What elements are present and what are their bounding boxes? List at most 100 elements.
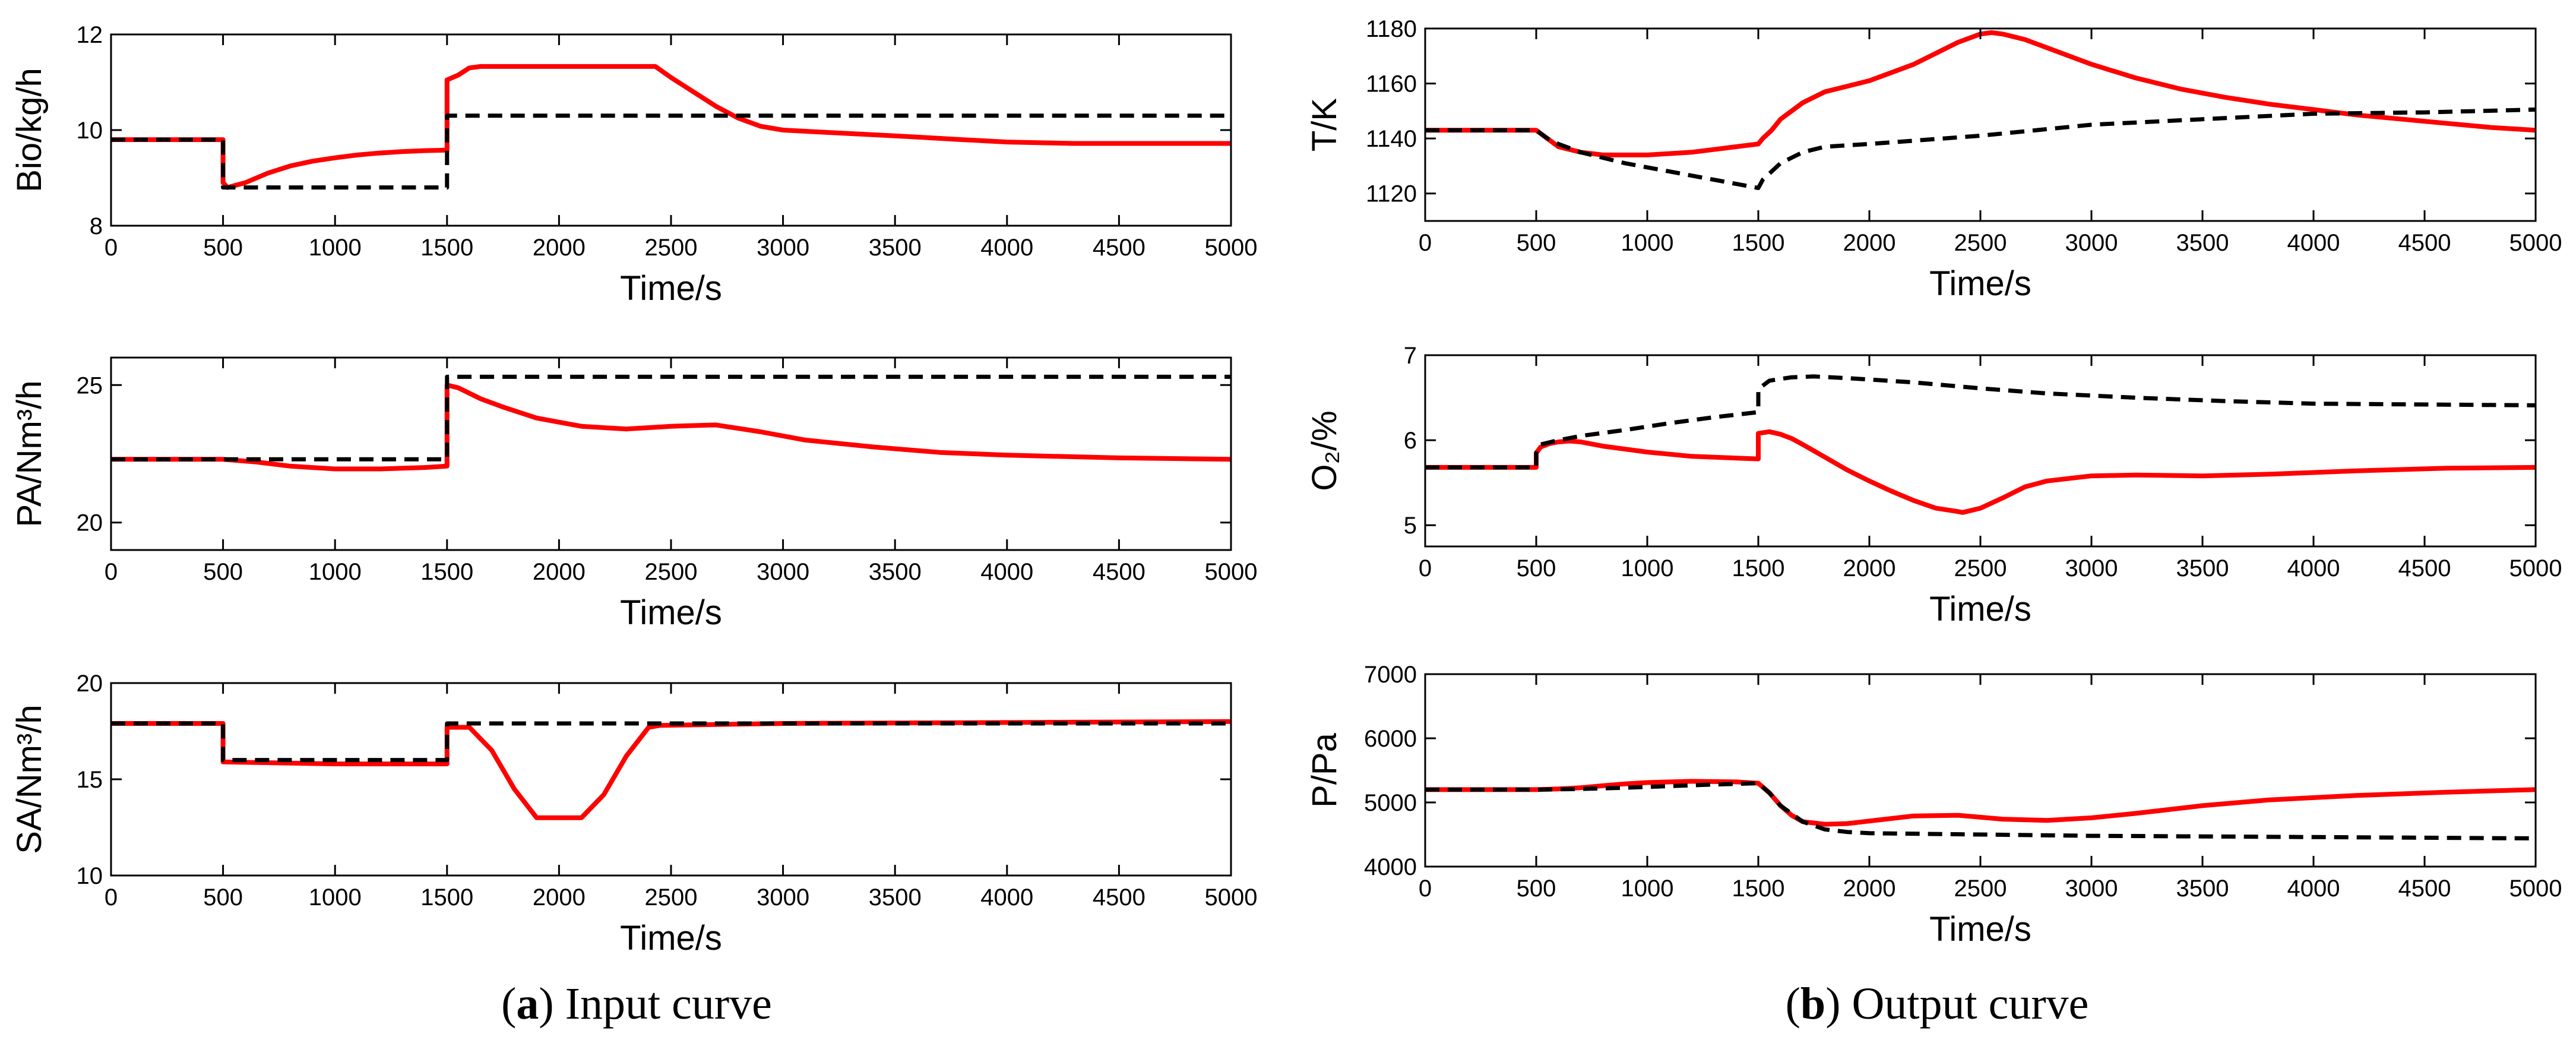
y-tick-label: 20 xyxy=(77,510,103,536)
x-tick-label: 3000 xyxy=(757,559,809,585)
panel-bio: 0 500 1000 1500 2000 2500 3000 3500 4000 4500 5000… xyxy=(10,22,1257,308)
x-tick-label: 4500 xyxy=(1093,235,1145,261)
y-axis-label-pressure: P/Pa xyxy=(1305,732,1344,807)
x-tick-label: 4500 xyxy=(2398,876,2451,902)
x-tick-label: 1000 xyxy=(309,559,362,585)
x-tick-label: 1500 xyxy=(420,235,473,261)
axes-frame-pa xyxy=(110,356,1232,551)
y-tick-label: 1180 xyxy=(1366,16,1417,42)
x-tick-label: 2500 xyxy=(1954,230,2007,256)
series-dashed-bio xyxy=(111,113,1231,190)
x-tick-label: 500 xyxy=(203,235,243,261)
x-tick-label: 4000 xyxy=(2287,555,2340,581)
x-tick-label: 4500 xyxy=(2398,555,2451,581)
axes-frame-o2 xyxy=(1424,354,2537,548)
series-solid-pressure xyxy=(1425,779,2536,827)
x-tick-label: 5000 xyxy=(1205,884,1258,911)
x-tick-label: 1500 xyxy=(1732,876,1785,902)
y-tick-label: 8 xyxy=(90,213,103,239)
x-tick-label: 3500 xyxy=(869,884,922,911)
x-tick-label: 3000 xyxy=(2065,555,2118,581)
x-tick-label: 2500 xyxy=(645,884,698,911)
x-tick-label: 4000 xyxy=(2287,230,2340,256)
y-axis-label-temp: T/K xyxy=(1305,98,1344,152)
caption-b-text: Output curve xyxy=(1841,979,2089,1029)
x-tick-label: 1500 xyxy=(420,559,473,585)
x-tick-label: 5000 xyxy=(2509,230,2562,256)
caption-a-letter: a xyxy=(516,979,539,1029)
y-axis-label-bio: Bio/kg/h xyxy=(10,68,49,192)
x-tick-label: 2000 xyxy=(1843,230,1896,256)
x-tick-label: 3500 xyxy=(2176,230,2229,256)
caption-b: (b) Output curve xyxy=(1786,979,2089,1029)
x-tick-label: 4000 xyxy=(980,884,1033,911)
x-tick-label: 0 xyxy=(1419,230,1432,256)
x-tick-label: 3000 xyxy=(2065,876,2118,902)
x-tick-label: 3500 xyxy=(869,235,922,261)
y-tick-label: 10 xyxy=(77,118,103,144)
y-tick-label: 25 xyxy=(77,372,103,399)
x-tick-label: 3500 xyxy=(869,559,922,585)
x-tick-label: 2500 xyxy=(1954,555,2007,581)
x-tick-label: 2500 xyxy=(645,559,698,585)
axes-frame-bio xyxy=(110,33,1232,227)
panel-o2: 0 500 1000 1500 2000 2500 3000 3500 4000 4500 5000… xyxy=(1305,343,2562,628)
y-tick-label: 5000 xyxy=(1364,790,1417,816)
x-tick-label: 3000 xyxy=(2065,230,2118,256)
x-tick-label: 0 xyxy=(105,559,118,585)
x-tick-label: 500 xyxy=(1517,555,1556,581)
series-solid-temp xyxy=(1425,30,2536,157)
panel-pa: 0 500 1000 1500 2000 2500 3000 3500 4000 4500 5000… xyxy=(10,356,1258,632)
x-axis-label-pressure: Time/s xyxy=(1929,910,2031,949)
y-tick-label: 7000 xyxy=(1364,662,1417,688)
x-tick-label: 500 xyxy=(203,884,243,911)
panel-temp: 0 500 1000 1500 2000 2500 3000 3500 4000 4500 5000… xyxy=(1305,16,2562,303)
x-axis-label-temp: Time/s xyxy=(1929,264,2031,303)
x-axis-label-pa: Time/s xyxy=(620,593,722,632)
x-tick-label: 0 xyxy=(105,235,118,261)
x-tick-label: 3000 xyxy=(757,884,809,911)
x-tick-label: 4000 xyxy=(2287,876,2340,902)
x-tick-label: 4500 xyxy=(1093,884,1145,911)
x-tick-label: 2000 xyxy=(533,884,586,911)
x-tick-label: 2000 xyxy=(533,559,586,585)
x-tick-label: 3500 xyxy=(2176,555,2229,581)
y-tick-label: 12 xyxy=(77,22,103,48)
y-axis-label-sa: SA/Nm³/h xyxy=(10,704,49,854)
y-tick-label: 6000 xyxy=(1364,726,1417,752)
y-tick-label: 6 xyxy=(1404,428,1417,454)
series-solid-sa xyxy=(111,719,1232,820)
x-tick-label: 2500 xyxy=(645,235,698,261)
x-tick-label: 1000 xyxy=(1621,555,1674,581)
series-dashed-pressure xyxy=(1425,781,2536,840)
y-tick-label: 4000 xyxy=(1364,854,1417,880)
x-tick-label: 2000 xyxy=(1843,555,1896,581)
x-tick-label: 1500 xyxy=(420,884,473,911)
y-axis-label-pa: PA/Nm³/h xyxy=(10,380,49,527)
x-axis-label-o2: Time/s xyxy=(1929,590,2031,628)
y-tick-label: 1120 xyxy=(1366,181,1417,207)
axes-frame-sa xyxy=(110,682,1232,877)
y-tick-label: 7 xyxy=(1404,343,1417,369)
panel-pressure: 0 500 1000 1500 2000 2500 3000 3500 4000 4500 5000… xyxy=(1305,662,2562,949)
x-tick-label: 500 xyxy=(1517,876,1556,902)
x-tick-label: 4000 xyxy=(980,559,1033,585)
x-tick-label: 4500 xyxy=(2398,230,2451,256)
series-solid-pa xyxy=(111,383,1232,472)
caption-a: (a) Input curve xyxy=(501,979,772,1029)
x-tick-label: 5000 xyxy=(1205,559,1258,585)
series-dashed-o2 xyxy=(1425,374,2536,470)
x-tick-label: 0 xyxy=(1419,876,1432,902)
caption-a-text: Input curve xyxy=(554,979,772,1029)
y-axis-label-o2: O₂/% xyxy=(1305,410,1344,491)
x-tick-label: 1500 xyxy=(1732,230,1785,256)
panel-sa: 0 500 1000 1500 2000 2500 3000 3500 4000 4500 5000… xyxy=(10,671,1257,957)
x-tick-label: 1500 xyxy=(1732,555,1785,581)
caption-b-letter: b xyxy=(1800,979,1825,1029)
x-axis-label-sa: Time/s xyxy=(620,919,722,957)
x-tick-label: 1000 xyxy=(309,235,362,261)
x-tick-label: 3000 xyxy=(757,235,809,261)
x-tick-label: 1000 xyxy=(1621,230,1674,256)
x-tick-label: 5000 xyxy=(1205,235,1258,261)
